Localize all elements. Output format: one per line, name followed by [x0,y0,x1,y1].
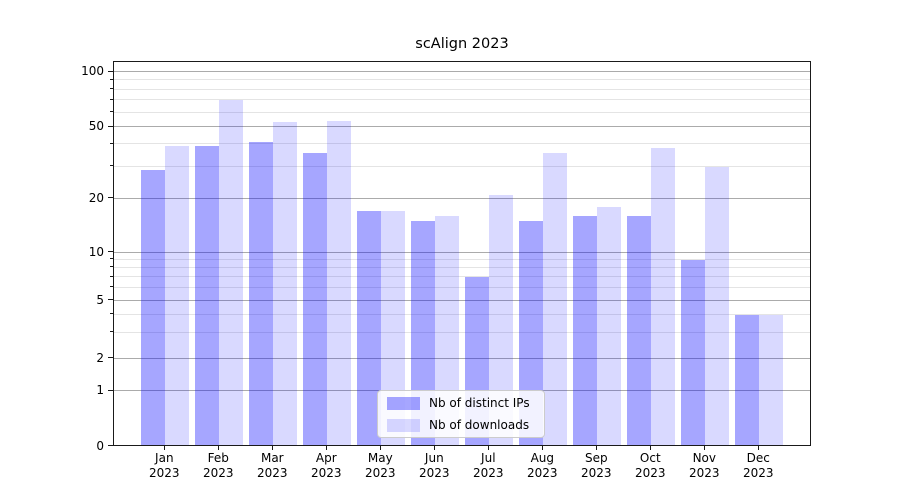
y-tick-major [108,197,113,198]
x-tick [217,446,219,450]
y-gridline-minor [114,258,810,260]
bar-mar-downloads [273,122,298,446]
bar-sep-distinct-ips [573,215,598,446]
x-tick [649,446,651,450]
y-tick-major [108,125,113,127]
y-gridline-minor [114,88,810,90]
bar-oct-downloads [651,148,676,446]
y-tick-minor [110,78,113,80]
x-tick [541,446,543,450]
y-tick-minor [110,331,113,333]
y-tick-major [108,299,113,300]
legend-entry-distinct-ips: Nb of distinct IPs [387,396,535,410]
y-tick-label: 20 [88,190,104,205]
legend-swatch-downloads [387,418,420,432]
y-tick-minor [110,275,113,277]
chart-title: scAlign 2023 [415,36,509,52]
x-tick [271,446,273,450]
bar-jan-distinct-ips [141,169,166,446]
y-gridline-major [114,71,810,72]
x-tick-label-jan: Jan 2023 [149,451,180,480]
y-gridline-minor [114,286,810,288]
y-gridline-minor [114,266,810,268]
legend-label-downloads: Nb of downloads [429,418,530,432]
y-gridline-major [114,299,810,301]
x-tick-label-jul: Jul 2023 [473,451,504,480]
bar-dec-downloads [759,314,784,446]
legend-label-distinct-ips: Nb of distinct IPs [429,396,530,410]
y-tick-label: 50 [88,119,104,133]
y-gridline-minor [114,79,810,81]
legend-swatch-distinct-ips [387,396,420,410]
y-tick-label: 2 [96,350,104,365]
x-tick [487,446,489,450]
bar-feb-distinct-ips [195,146,220,446]
x-tick [703,446,705,450]
y-gridline-minor [114,331,810,333]
y-gridline-major [114,197,810,199]
y-tick-minor [110,165,113,167]
bar-apr-distinct-ips [303,152,328,446]
y-tick-label: 100 [81,64,104,78]
x-tick [379,446,381,450]
y-tick-minor [110,98,113,100]
x-tick [595,446,597,450]
y-tick-minor [110,142,113,144]
x-tick-label-jun: Jun 2023 [419,451,450,480]
x-tick-label-dec: Dec 2023 [743,451,774,480]
legend: Nb of distinct IPs Nb of downloads [377,390,545,438]
y-tick-label: 5 [96,292,104,307]
y-tick-major [108,251,113,252]
y-tick-major [108,445,113,446]
bar-sep-downloads [597,206,622,446]
x-tick [325,446,327,450]
y-gridline-minor [114,111,810,113]
y-gridline-major [114,357,810,359]
bar-feb-downloads [219,100,244,446]
bar-nov-distinct-ips [681,259,706,446]
x-tick-label-feb: Feb 2023 [203,451,234,480]
y-tick-minor [110,111,113,113]
bar-aug-downloads [543,152,568,446]
y-gridline-minor [114,143,810,145]
y-tick-minor [110,266,113,268]
bar-jan-downloads [165,146,190,446]
plot-area: Nb of distinct IPs Nb of downloads [113,61,811,446]
x-tick [433,446,435,450]
y-tick-label: 1 [96,383,104,397]
bar-nov-downloads [705,166,730,446]
y-tick-label: 0 [96,438,104,453]
y-gridline-major [114,126,810,127]
y-gridline-major [114,251,810,253]
bar-oct-distinct-ips [627,215,652,446]
y-gridline-minor [114,165,810,167]
y-tick-major [108,389,113,391]
x-tick-label-apr: Apr 2023 [311,451,342,480]
y-tick-minor [110,258,113,260]
bar-apr-downloads [327,120,352,446]
y-gridline-minor [114,313,810,315]
bar-layer [114,62,810,446]
y-gridline-minor [114,276,810,278]
y-tick-minor [110,286,113,288]
y-tick-minor [110,313,113,315]
x-tick-label-aug: Aug 2023 [527,451,558,480]
x-tick-label-oct: Oct 2023 [635,451,666,480]
x-tick-label-sep: Sep 2023 [581,451,612,480]
x-tick [163,446,165,450]
x-tick-label-may: May 2023 [365,451,396,480]
x-tick-label-mar: Mar 2023 [257,451,288,480]
y-tick-minor [110,88,113,90]
x-tick-label-nov: Nov 2023 [689,451,720,480]
bar-mar-distinct-ips [249,142,274,446]
y-gridline-minor [114,99,810,101]
x-tick [757,446,759,450]
bar-dec-distinct-ips [735,314,760,446]
y-tick-major [108,357,113,358]
y-tick-label: 10 [88,244,104,259]
y-tick-major [108,70,113,72]
legend-entry-downloads: Nb of downloads [387,418,535,432]
